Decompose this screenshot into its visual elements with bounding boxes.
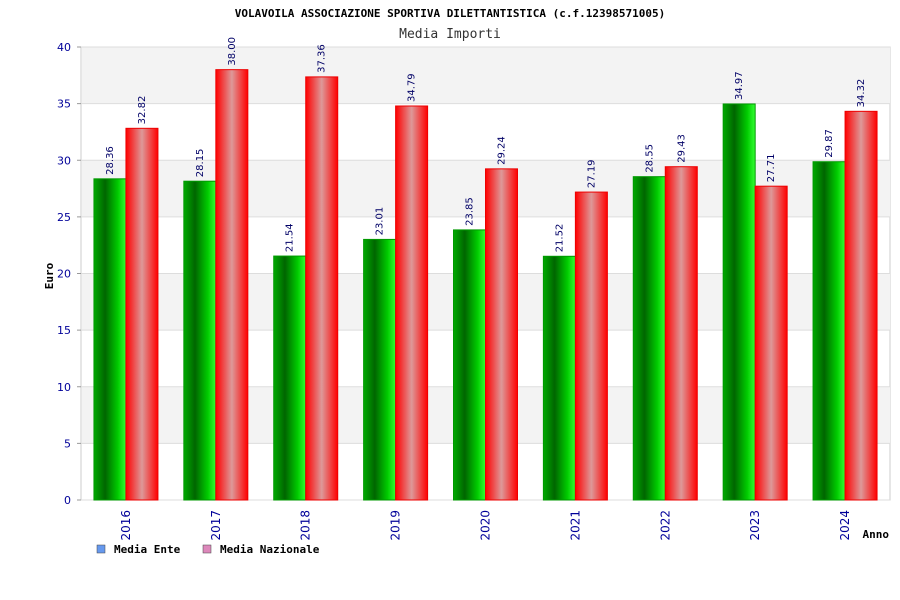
bar-media-nazionale-2016 bbox=[125, 127, 159, 501]
bar-media-ente-2018 bbox=[273, 255, 307, 501]
x-tick-label: 2019 bbox=[389, 510, 403, 541]
chart-subtitle: Media Importi bbox=[399, 27, 501, 42]
data-label: 28.55 bbox=[644, 144, 655, 173]
bar-media-ente-2016 bbox=[93, 178, 127, 501]
y-tick-label: 35 bbox=[57, 98, 71, 111]
bar-media-ente-2021 bbox=[542, 255, 576, 501]
bar-media-nazionale-2023 bbox=[754, 185, 788, 501]
y-tick-label: 5 bbox=[64, 437, 71, 450]
data-label: 34.32 bbox=[856, 79, 867, 108]
bar-media-ente-2019 bbox=[363, 238, 397, 501]
data-label: 21.52 bbox=[554, 224, 565, 253]
bar-media-ente-2020 bbox=[453, 229, 486, 501]
bar-media-nazionale-2022 bbox=[664, 166, 698, 501]
bar-media-nazionale-2017 bbox=[215, 69, 249, 501]
legend-label: Media Ente bbox=[114, 543, 181, 556]
data-label: 28.36 bbox=[105, 146, 116, 175]
x-axis-ticks: 2016 2017 2018 2019 2020 2021 2022 2023 2024 bbox=[119, 510, 852, 541]
y-axis-ticks: 0 5 10 15 20 25 30 35 40 bbox=[57, 41, 81, 507]
x-tick-label: 2024 bbox=[838, 510, 852, 541]
bar-media-nazionale-2024 bbox=[844, 110, 878, 501]
y-axis-label: Euro bbox=[43, 262, 56, 289]
x-tick-label: 2017 bbox=[209, 510, 223, 541]
x-axis-label: Anno bbox=[863, 528, 890, 541]
y-tick-label: 10 bbox=[57, 381, 71, 394]
bar-media-ente-2024 bbox=[812, 161, 846, 501]
grid-band bbox=[82, 47, 890, 104]
data-label: 29.87 bbox=[824, 129, 835, 158]
bar-media-nazionale-2020 bbox=[485, 168, 518, 501]
y-tick-label: 20 bbox=[57, 268, 71, 281]
chart-title: VOLAVOILA ASSOCIAZIONE SPORTIVA DILETTAN… bbox=[235, 7, 665, 20]
bar-media-ente-2017 bbox=[183, 180, 217, 501]
bar-media-nazionale-2018 bbox=[305, 76, 339, 501]
data-label: 23.01 bbox=[375, 207, 386, 236]
x-tick-label: 2018 bbox=[299, 510, 313, 541]
y-tick-label: 0 bbox=[64, 494, 71, 507]
data-label: 37.36 bbox=[317, 44, 328, 73]
data-label: 21.54 bbox=[285, 223, 296, 252]
legend-label: Media Nazionale bbox=[220, 543, 320, 556]
bar-media-ente-2022 bbox=[632, 176, 666, 501]
legend: Media Ente Media Nazionale bbox=[96, 543, 320, 556]
data-label: 38.00 bbox=[227, 37, 238, 66]
data-label: 34.79 bbox=[407, 73, 418, 102]
data-label: 27.71 bbox=[766, 154, 777, 183]
x-tick-label: 2022 bbox=[658, 510, 672, 541]
y-tick-label: 25 bbox=[57, 211, 71, 224]
data-label: 34.97 bbox=[734, 71, 745, 100]
data-label: 28.15 bbox=[195, 149, 206, 178]
data-label: 23.85 bbox=[465, 197, 476, 226]
y-tick-label: 30 bbox=[57, 154, 71, 167]
x-tick-label: 2020 bbox=[479, 510, 493, 541]
y-tick-label: 15 bbox=[57, 324, 71, 337]
legend-swatch bbox=[202, 544, 212, 554]
data-labels: 28.36 32.82 28.15 38.00 21.54 37.36 23.01 34.79… bbox=[105, 37, 867, 252]
bar-media-nazionale-2019 bbox=[395, 105, 429, 501]
bar-media-ente-2023 bbox=[722, 103, 756, 501]
data-label: 29.24 bbox=[497, 136, 508, 165]
x-tick-label: 2023 bbox=[748, 510, 762, 541]
y-tick-label: 40 bbox=[57, 41, 71, 54]
data-label: 32.82 bbox=[137, 96, 148, 125]
x-tick-label: 2021 bbox=[568, 510, 582, 541]
data-label: 27.19 bbox=[586, 159, 597, 188]
x-tick-label: 2016 bbox=[119, 510, 133, 541]
data-label: 29.43 bbox=[676, 134, 687, 163]
bar-media-nazionale-2021 bbox=[574, 191, 608, 501]
legend-swatch bbox=[96, 544, 106, 554]
bars bbox=[93, 69, 878, 501]
